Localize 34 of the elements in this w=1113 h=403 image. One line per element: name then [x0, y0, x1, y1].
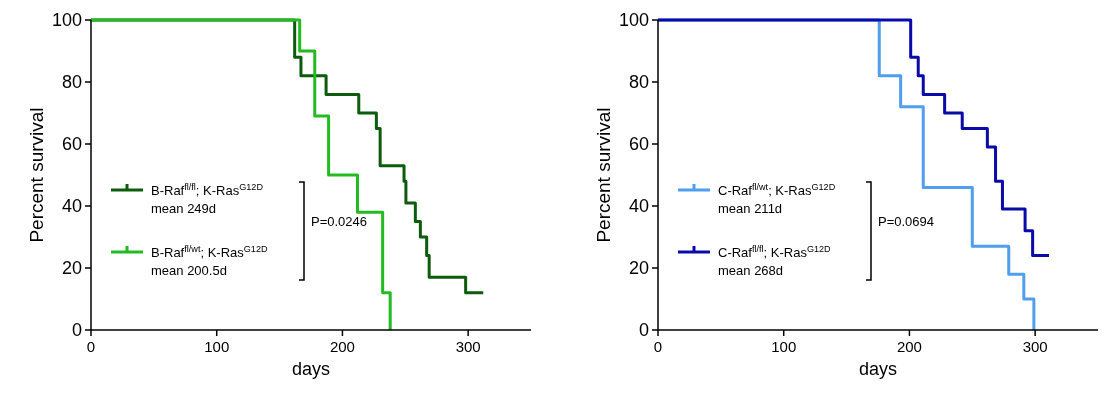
y-tick-label: 80: [628, 72, 649, 93]
x-axis-title: days: [291, 359, 331, 379]
y-tick-label: 0: [638, 320, 649, 341]
annotation: mean 211d: [718, 201, 783, 216]
y-tick-label: 20: [628, 258, 649, 279]
annotation: P=0.0694: [878, 214, 935, 229]
annotation: mean 249d: [151, 201, 217, 216]
legend-label: B-Raf$^{fl/fl}$; K-Ras$^{G12D}$: [151, 182, 264, 198]
x-tick-label: 300: [1022, 338, 1048, 355]
x-tick-label: 100: [771, 338, 797, 355]
y-tick-label: 40: [628, 196, 649, 217]
y-axis-title: Percent survival: [593, 107, 614, 243]
x-tick-label: 300: [455, 338, 481, 355]
legend-label: C-Raf$^{fl/wt}$; K-Ras$^{G12D}$: [718, 182, 836, 198]
x-tick-label: 100: [204, 338, 230, 355]
x-axis-title: days: [858, 359, 898, 379]
legend-label: C-Raf$^{fl/fl}$; K-Ras$^{G12D}$: [718, 244, 832, 260]
annotation: mean 268d: [718, 263, 784, 278]
annotation: P=0.0246: [311, 214, 368, 229]
legend-label: B-Raf$^{fl/wt}$; K-Ras$^{G12D}$: [151, 244, 268, 260]
y-tick-label: 100: [51, 10, 82, 31]
y-tick-label: 60: [61, 134, 82, 155]
x-tick-label: 200: [896, 338, 922, 355]
annotation: mean 200.5d: [151, 263, 227, 278]
x-tick-label: 200: [329, 338, 355, 355]
x-tick-label: 0: [653, 338, 663, 355]
y-tick-label: 60: [628, 134, 649, 155]
y-tick-label: 20: [61, 258, 82, 279]
y-tick-label: 80: [61, 72, 82, 93]
y-tick-label: 0: [71, 320, 82, 341]
x-tick-label: 0: [86, 338, 96, 355]
y-tick-label: 100: [618, 10, 649, 31]
y-axis-title: Percent survival: [26, 107, 47, 243]
y-tick-label: 40: [61, 196, 82, 217]
